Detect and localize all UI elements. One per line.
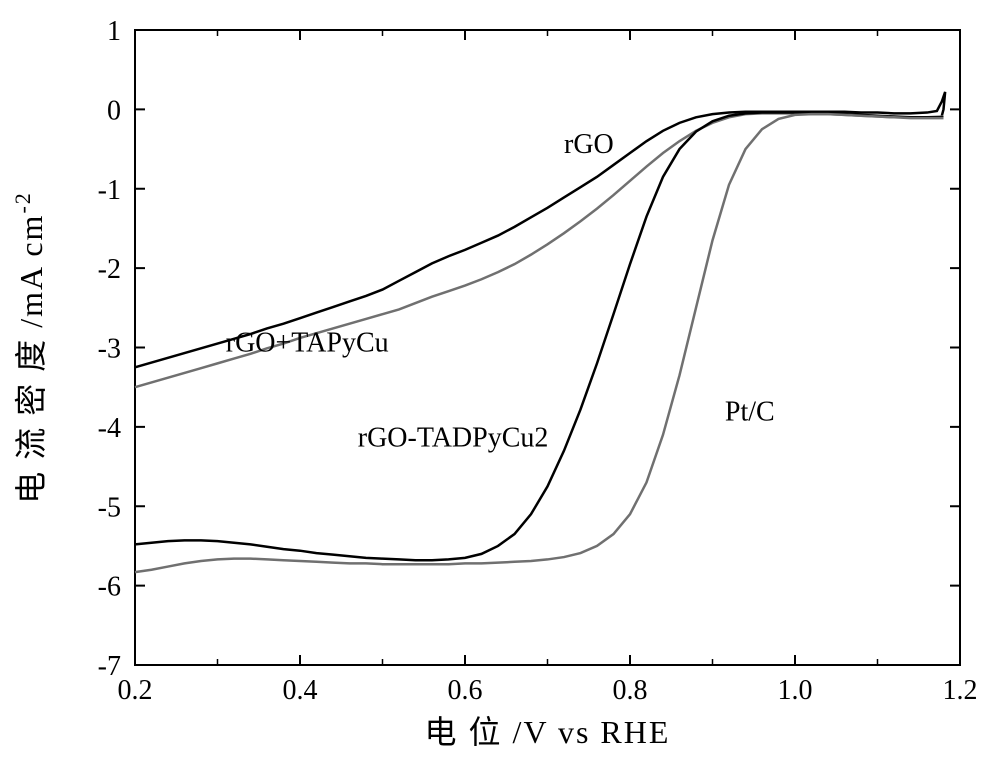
- y-tick-label: -6: [98, 572, 121, 603]
- x-axis-title: 电 位 /V vs RHE: [425, 714, 671, 750]
- series-rGO: [135, 92, 945, 367]
- x-tick-label: 0.6: [448, 675, 483, 706]
- y-tick-label: 0: [107, 95, 121, 126]
- y-tick-label: -4: [98, 413, 121, 444]
- x-tick-label: 0.4: [283, 675, 318, 706]
- y-tick-label: -3: [98, 334, 121, 365]
- y-tick-label: 1: [107, 16, 121, 47]
- y-tick-label: -5: [98, 492, 121, 523]
- series-label: Pt/C: [725, 397, 775, 428]
- x-tick-label: 0.2: [118, 675, 153, 706]
- y-tick-label: -1: [98, 175, 121, 206]
- chart-container: 0.2 0.4 0.6 0.8 1.0 1.2 -7 -6 -5 -4 -3 -2 -1 0 1 电 位 /V…: [0, 0, 1000, 772]
- x-tick-label: 0.8: [613, 675, 648, 706]
- y-tick-label: -2: [98, 254, 121, 285]
- series-label: rGO-TADPyCu2: [358, 423, 549, 454]
- x-tick-label: 1.2: [943, 675, 978, 706]
- y-tick-label: -7: [98, 651, 121, 682]
- y-axis-title: 电 流 密 度 /mA cm-2: [10, 191, 50, 504]
- series-label: rGO: [564, 129, 614, 160]
- line-chart: 0.2 0.4 0.6 0.8 1.0 1.2 -7 -6 -5 -4 -3 -2 -1 0 1 电 位 /V…: [0, 0, 1000, 772]
- series-label: rGO+TAPyCu: [226, 327, 389, 358]
- x-tick-label: 1.0: [778, 675, 813, 706]
